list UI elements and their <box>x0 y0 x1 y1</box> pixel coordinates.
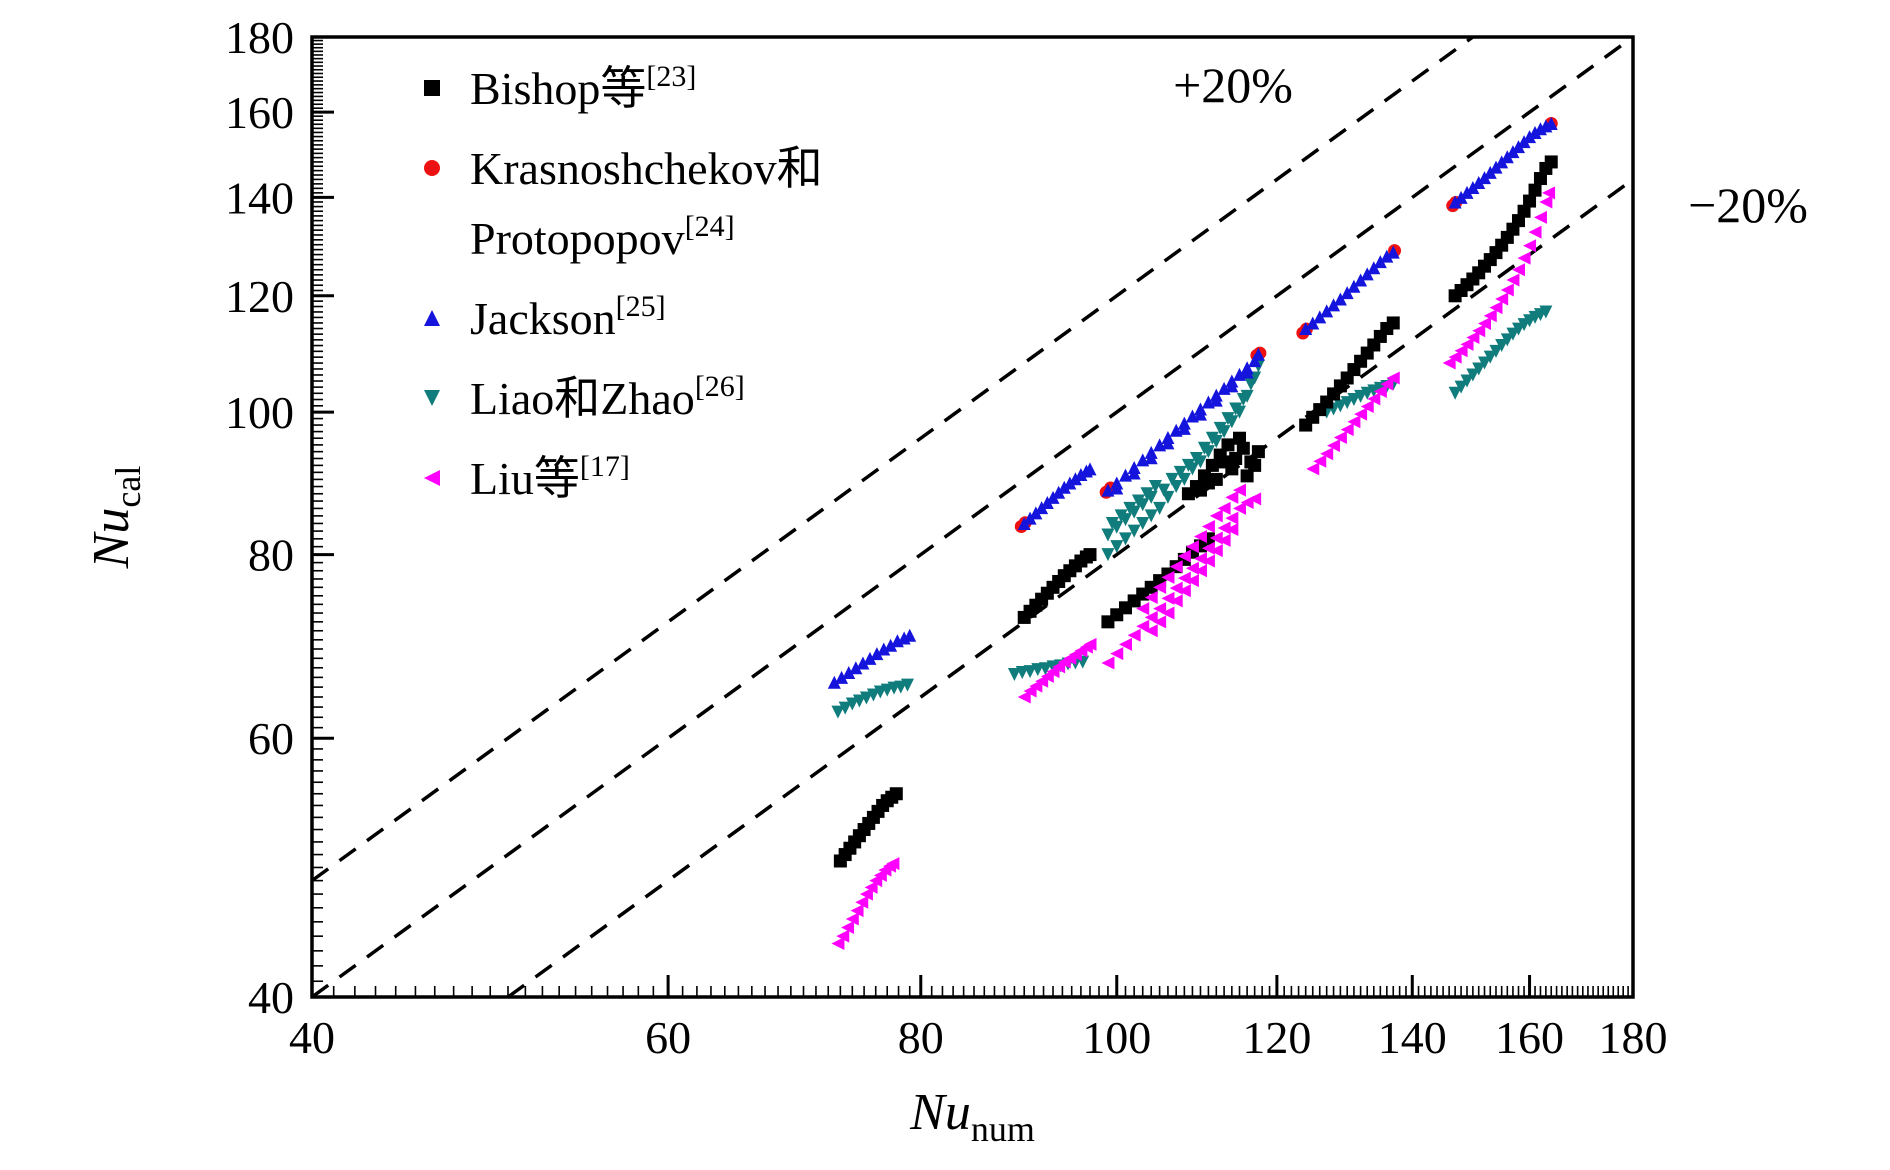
legend-label: Bishop等[23] <box>470 60 696 114</box>
identity-line <box>310 35 1635 999</box>
x-tick-label: 80 <box>898 1012 944 1063</box>
legend-item-liao-zhao: Liao和Zhao[26] <box>424 370 745 424</box>
y-axis-label: Nucal <box>83 466 148 570</box>
reference-lines <box>310 35 1635 999</box>
series-liao-zhao <box>831 305 1553 719</box>
x-axis-label: Nunum <box>909 1084 1035 1149</box>
x-tick-label: 120 <box>1242 1012 1311 1063</box>
series-krasnoshchekov-protopopov <box>1014 116 1558 533</box>
y-tick-label: 160 <box>225 87 294 138</box>
y-tick-label: 180 <box>225 12 294 63</box>
y-tick-label: 40 <box>248 972 294 1023</box>
x-tick-label: 40 <box>289 1012 335 1063</box>
legend-label: Jackson[25] <box>470 290 666 344</box>
plus20-line <box>310 35 1474 883</box>
y-tick-label: 100 <box>225 387 294 438</box>
series-jackson <box>827 116 1558 689</box>
legend: Bishop等[23] Krasnoshchekov和 Protopopov[24]… <box>424 60 823 504</box>
x-tick-label: 60 <box>645 1012 691 1063</box>
y-tick-label: 120 <box>225 271 294 322</box>
series-bishop <box>833 155 1558 868</box>
x-tick-label: 140 <box>1378 1012 1447 1063</box>
legend-item-jackson: Jackson[25] <box>424 290 666 344</box>
legend-item-bishop: Bishop等[23] <box>424 60 696 114</box>
minus20-line <box>506 178 1635 999</box>
series-liu <box>831 186 1556 950</box>
legend-item-krasnoshchekov-protopopov: Krasnoshchekov和 Protopopov[24] <box>424 143 823 264</box>
legend-label: Krasnoshchekov和 <box>470 143 823 194</box>
legend-label: Liao和Zhao[26] <box>470 370 745 424</box>
minus20-label: −20% <box>1688 177 1808 233</box>
x-tick-label: 180 <box>1599 1012 1668 1063</box>
legend-item-liu: Liu等[17] <box>424 450 630 504</box>
annotations: +20% −20% <box>1173 57 1808 233</box>
legend-label: Protopopov[24] <box>470 210 735 264</box>
y-tick-label: 60 <box>248 713 294 764</box>
legend-label: Liu等[17] <box>470 450 630 504</box>
x-tick-label: 100 <box>1082 1012 1151 1063</box>
plus20-label: +20% <box>1173 57 1293 113</box>
y-tick-label: 140 <box>225 172 294 223</box>
x-tick-label: 160 <box>1495 1012 1564 1063</box>
y-tick-label: 80 <box>248 530 294 581</box>
